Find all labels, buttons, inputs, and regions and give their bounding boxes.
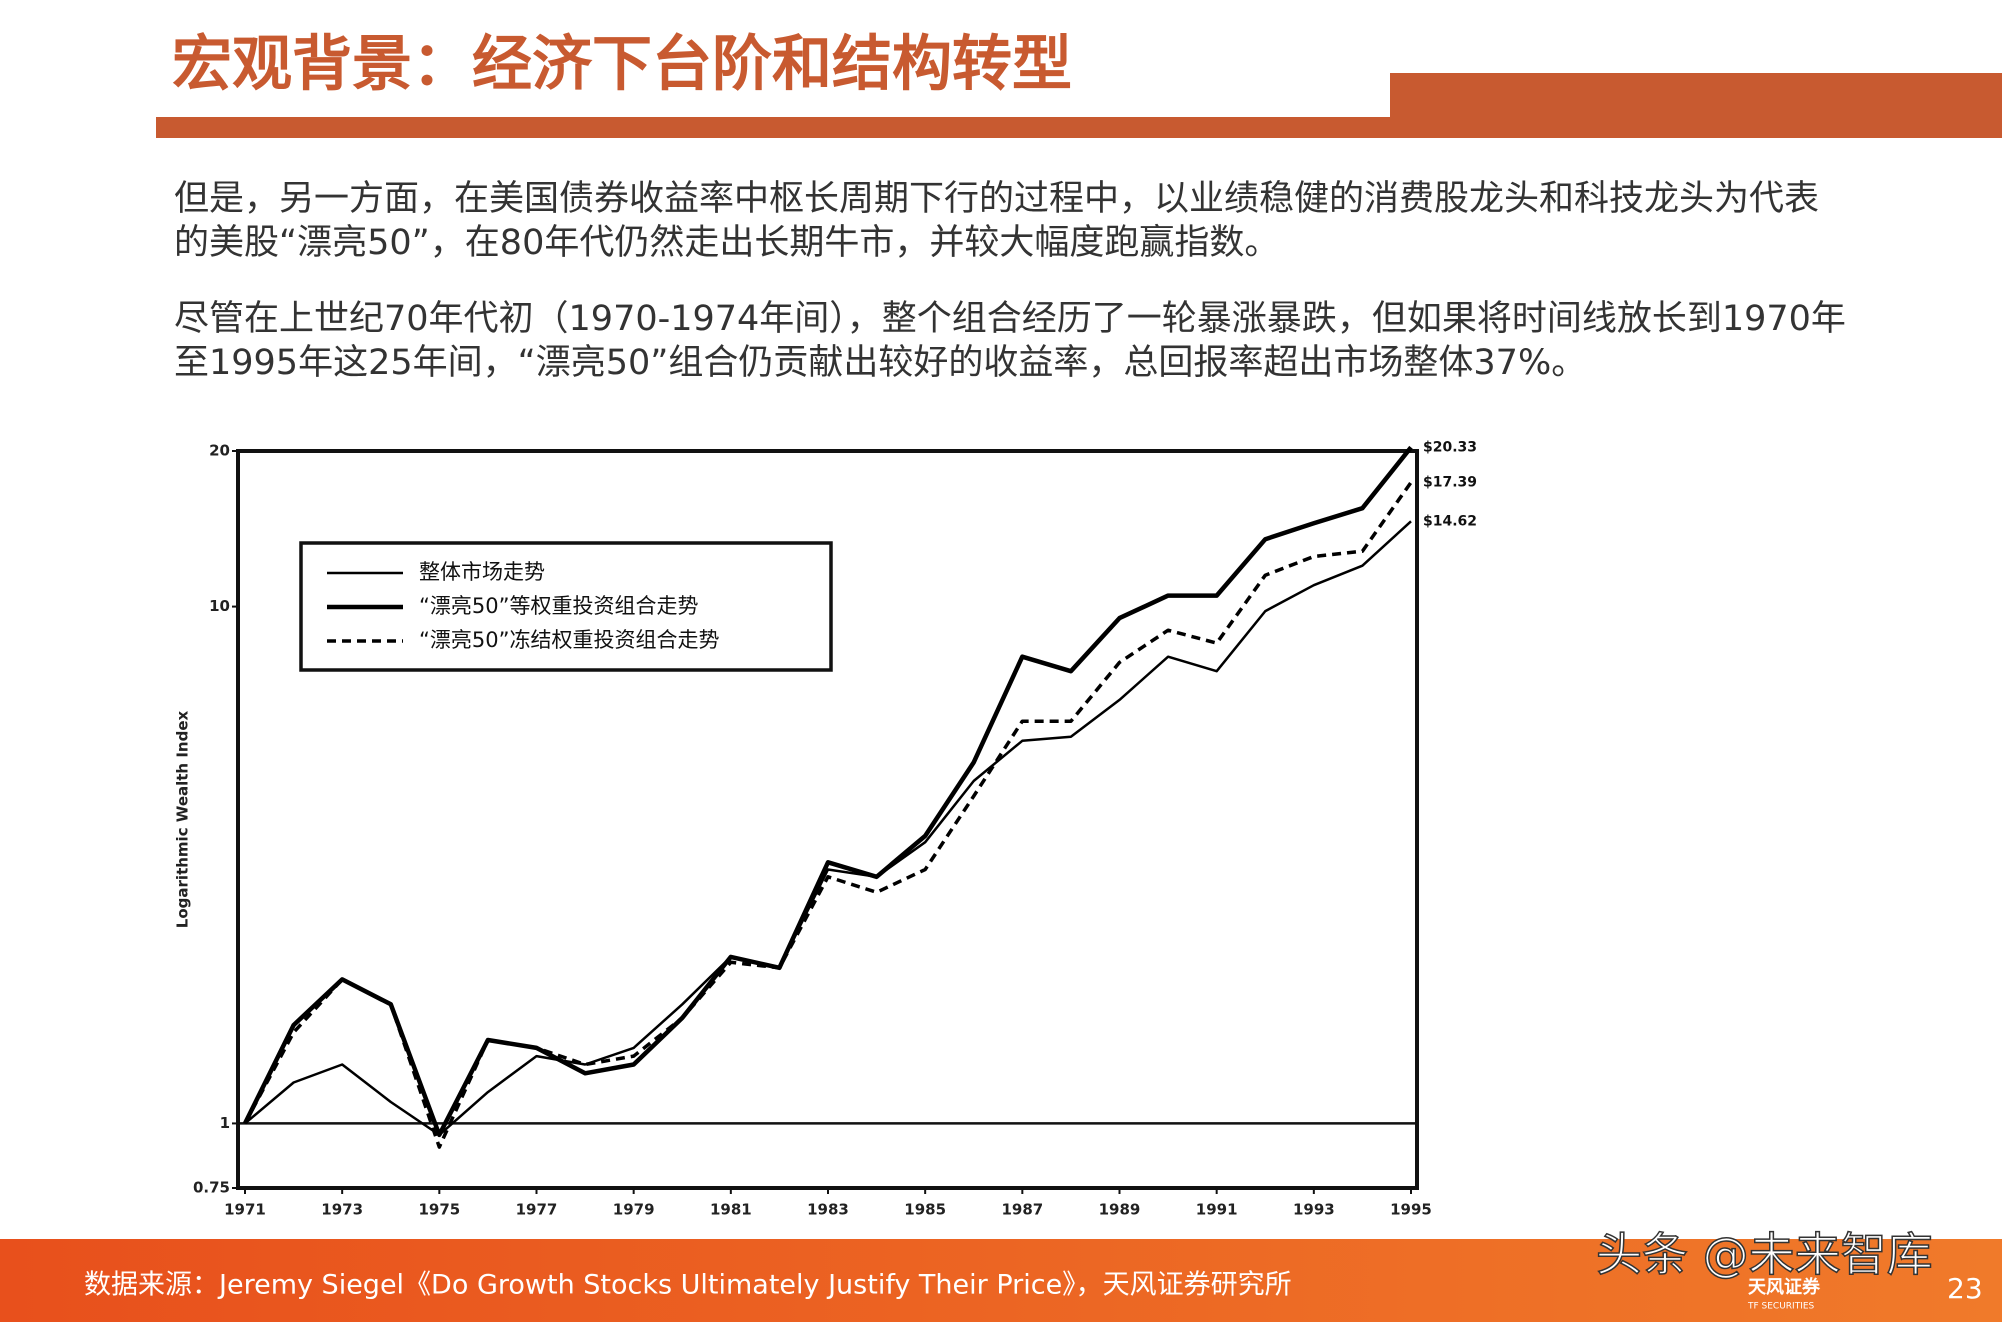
x-tick-label: 1993 bbox=[1293, 1201, 1335, 1219]
paragraph-line: 尽管在上世纪70年代初（1970-1974年间），整个组合经历了一轮暴涨暴跌，但… bbox=[174, 299, 1846, 339]
title-block bbox=[1390, 73, 2002, 138]
page-number: 23 bbox=[1947, 1272, 1983, 1305]
body-text: 但是，另一方面，在美国债券收益率中枢长周期下行的过程中，以业绩稳健的消费股龙头和… bbox=[174, 179, 1846, 383]
series-line bbox=[242, 445, 1413, 1138]
title: 宏观背景：经济下台阶和结构转型 bbox=[172, 30, 1072, 100]
x-tick-label: 1975 bbox=[418, 1201, 460, 1219]
logo-sub: TF SECURITIES bbox=[1747, 1302, 1815, 1312]
x-tick-label: 1989 bbox=[1099, 1201, 1141, 1219]
series-line bbox=[243, 481, 1413, 1149]
y-tick-label: 0.75 bbox=[193, 1179, 230, 1197]
value-label: $20.33 bbox=[1423, 439, 1477, 455]
source: 数据来源：Jeremy Siegel《Do Growth Stocks Ulti… bbox=[84, 1270, 1292, 1301]
paragraph-line: 的美股“漂亮50”，在80年代仍然走出长期牛市，并较大幅度跑赢指数。 bbox=[174, 223, 1279, 263]
title-bar bbox=[156, 117, 1390, 138]
value-label: $14.62 bbox=[1423, 513, 1477, 529]
y-tick-label: 1 bbox=[220, 1114, 230, 1132]
x-tick-label: 1977 bbox=[516, 1201, 558, 1219]
x-tick-label: 1991 bbox=[1196, 1201, 1238, 1219]
legend-label: “漂亮50”等权重投资组合走势 bbox=[419, 594, 698, 618]
paragraph-line: 至1995年这25年间，“漂亮50”组合仍贡献出较好的收益率，总回报率超出市场整… bbox=[174, 343, 1586, 383]
x-tick-label: 1981 bbox=[710, 1201, 752, 1219]
legend-label: 整体市场走势 bbox=[419, 560, 545, 584]
x-tick-label: 1987 bbox=[1001, 1201, 1043, 1219]
legend-label: “漂亮50”冻结权重投资组合走势 bbox=[419, 628, 719, 652]
footer-bar bbox=[0, 1239, 2002, 1322]
x-tick-label: 1985 bbox=[904, 1201, 946, 1219]
x-tick-label: 1995 bbox=[1390, 1201, 1432, 1219]
logo: 天风证券 bbox=[1748, 1276, 1821, 1298]
y-tick-label: 10 bbox=[209, 597, 230, 615]
x-tick-label: 1971 bbox=[224, 1201, 266, 1219]
x-tick-label: 1983 bbox=[807, 1201, 849, 1219]
y-axis-label: Logarithmic Wealth Index bbox=[174, 711, 192, 929]
watermark: 头条 @未来智库 bbox=[1596, 1228, 1933, 1282]
y-tick-label: 20 bbox=[209, 442, 230, 460]
value-label: $17.39 bbox=[1423, 474, 1477, 490]
chart: Logarithmic Wealth Index 0.75 1 10 20 1971 197… bbox=[174, 439, 1478, 1218]
paragraph-line: 但是，另一方面，在美国债券收益率中枢长周期下行的过程中，以业绩稳健的消费股龙头和… bbox=[174, 179, 1819, 219]
x-tick-label: 1979 bbox=[613, 1201, 655, 1219]
x-tick-label: 1973 bbox=[321, 1201, 363, 1219]
